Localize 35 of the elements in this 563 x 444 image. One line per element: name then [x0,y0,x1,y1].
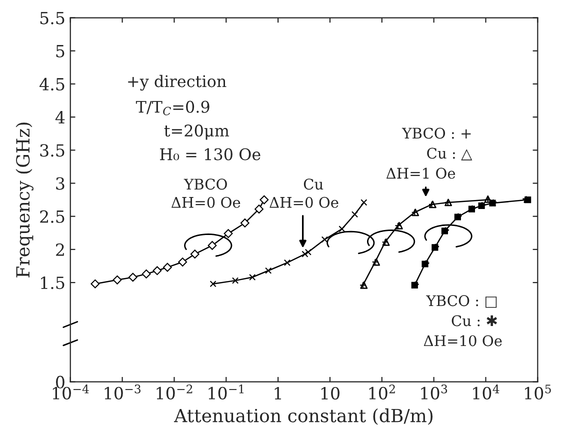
y-tick-label: 2.5 [40,210,64,223]
y-tick-label: 5.5 [40,12,64,24]
y-tick-label: 3.5 [40,144,64,157]
annotation: YBCO : + [402,128,471,139]
y-axis-title: Frequency (GHz) [16,122,34,278]
x-tick-label: 10$^{3}$ [421,384,448,400]
x-tick-label: 10$^{4}$ [473,384,500,400]
annotation: YBCO [184,178,227,190]
y-tick-label: 0 [56,376,64,388]
annotation: H₀ = 130 Oe [160,148,260,160]
x-tick-label: 10$^{−1}$ [208,384,244,400]
y-tick-label: 2 [56,243,64,256]
y-tick-label: 4 [55,111,65,124]
annotation: ΔH=1 Oe [386,168,456,179]
y-tick-label: 4.5 [40,78,64,91]
y-tick-label: 5 [56,45,64,58]
x-tick-label: 10$^{−2}$ [156,384,192,400]
y-tick-label: 3 [56,177,64,190]
annotation: ΔH=10 Oe [424,335,502,346]
x-axis-title: Attenuation constant (dB/m) [174,408,433,425]
annotation: Cu : ✱ [452,315,498,326]
x-tick-label: 10 [321,386,340,400]
x-tick-label: 10$^{5}$ [525,384,551,400]
annotation: YBCO : □ [426,295,497,308]
annotation: ΔH=0 Oe [270,196,338,208]
annotation: Cu : △ [427,148,472,160]
annotation: ΔH=0 Oe [171,196,240,208]
annotation: T/T$_{C}$=0.9 [136,100,210,116]
y-tick-label: 1.5 [41,276,64,290]
annotation: +y direction [128,74,226,91]
x-tick-label: 10$^{2}$ [369,384,395,400]
annotation: Cu [304,178,324,190]
x-tick-label: 1 [274,386,281,400]
annotation: t=20μm [164,124,230,140]
x-tick-label: 10$^{−3}$ [104,384,140,400]
